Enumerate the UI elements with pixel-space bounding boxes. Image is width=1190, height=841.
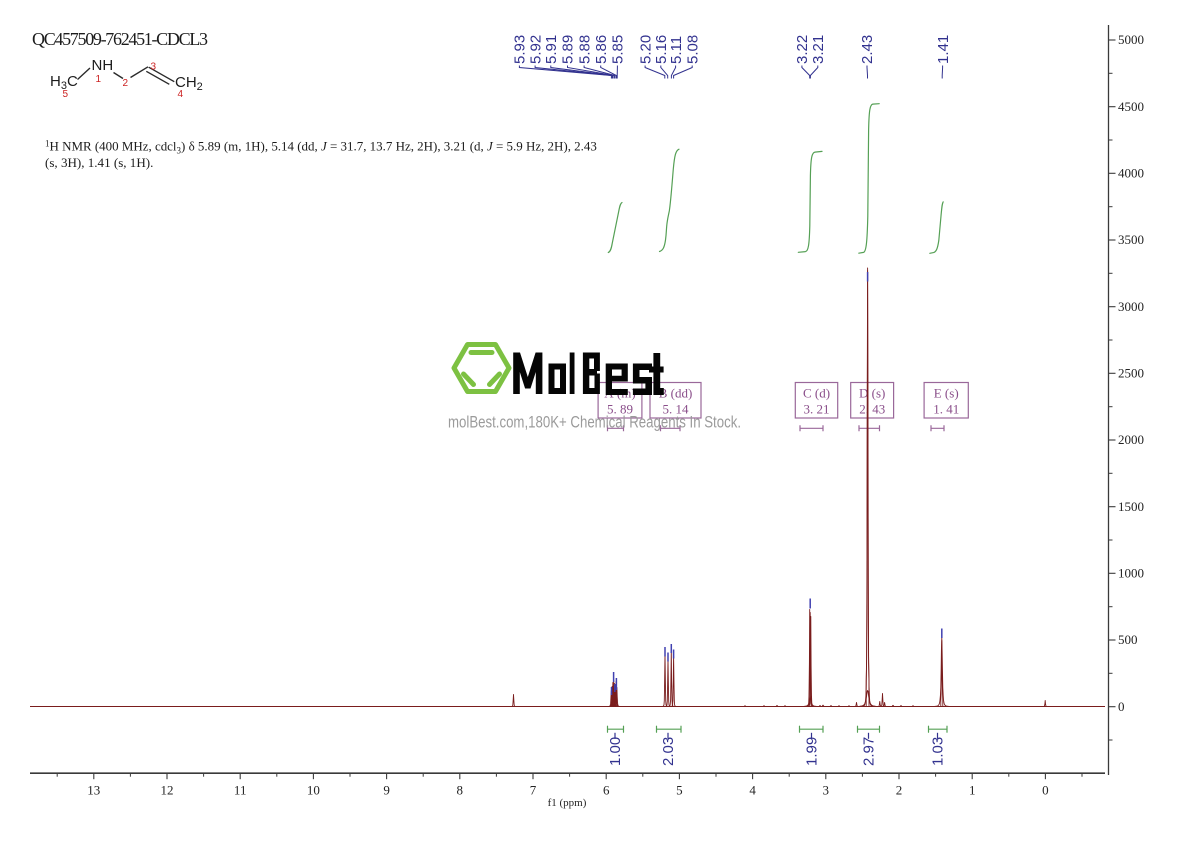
svg-text:1: 1 bbox=[969, 783, 976, 798]
svg-text:3.21: 3.21 bbox=[810, 35, 827, 64]
svg-text:7: 7 bbox=[530, 783, 537, 798]
svg-text:f1 (ppm): f1 (ppm) bbox=[548, 797, 587, 809]
svg-text:8: 8 bbox=[457, 783, 464, 798]
svg-text:5: 5 bbox=[676, 783, 683, 798]
svg-text:3500: 3500 bbox=[1118, 232, 1144, 247]
svg-text:2: 2 bbox=[896, 783, 903, 798]
svg-text:(s, 3H), 1.41 (s, 1H).: (s, 3H), 1.41 (s, 1H). bbox=[45, 155, 153, 170]
svg-text:2.97: 2.97 bbox=[861, 737, 878, 766]
svg-text:5.85: 5.85 bbox=[610, 35, 627, 64]
svg-text:5. 14: 5. 14 bbox=[663, 402, 690, 417]
svg-text:1. 41: 1. 41 bbox=[933, 402, 959, 417]
svg-text:6: 6 bbox=[603, 783, 610, 798]
svg-text:1.03: 1.03 bbox=[930, 737, 947, 766]
svg-text:5.93: 5.93 bbox=[512, 35, 529, 64]
svg-text:5.11: 5.11 bbox=[668, 36, 685, 64]
svg-text:5.16: 5.16 bbox=[653, 35, 670, 64]
svg-text:10: 10 bbox=[307, 783, 320, 798]
svg-text:3: 3 bbox=[151, 62, 157, 73]
svg-text:5.89: 5.89 bbox=[560, 35, 577, 64]
svg-text:3: 3 bbox=[823, 783, 830, 798]
svg-text:C (d): C (d) bbox=[803, 386, 830, 401]
svg-text:5000: 5000 bbox=[1118, 32, 1144, 47]
svg-text:11: 11 bbox=[234, 783, 247, 798]
svg-text:QC457509-762451-CDCL3: QC457509-762451-CDCL3 bbox=[32, 29, 208, 49]
svg-text:molBest.com,180K+ Chemical Rea: molBest.com,180K+ Chemical Reagents In S… bbox=[448, 413, 741, 432]
svg-text:1H NMR (400 MHz, cdcl3) δ 5.89: 1H NMR (400 MHz, cdcl3) δ 5.89 (m, 1H), … bbox=[45, 138, 597, 155]
svg-text:H3C: H3C bbox=[50, 73, 78, 92]
svg-text:E (s): E (s) bbox=[934, 386, 959, 401]
svg-text:9: 9 bbox=[383, 783, 390, 798]
svg-text:5.88: 5.88 bbox=[576, 35, 593, 64]
svg-text:1000: 1000 bbox=[1118, 566, 1144, 581]
svg-text:13: 13 bbox=[87, 783, 100, 798]
svg-text:12: 12 bbox=[161, 783, 174, 798]
svg-text:5.86: 5.86 bbox=[593, 35, 610, 64]
svg-text:2500: 2500 bbox=[1118, 366, 1144, 381]
svg-text:2000: 2000 bbox=[1118, 432, 1144, 447]
svg-text:0: 0 bbox=[1118, 699, 1125, 714]
svg-text:1: 1 bbox=[96, 74, 102, 85]
svg-text:5.08: 5.08 bbox=[684, 35, 701, 64]
svg-text:4500: 4500 bbox=[1118, 99, 1144, 114]
svg-text:5.91: 5.91 bbox=[543, 35, 560, 64]
svg-text:5.92: 5.92 bbox=[527, 35, 544, 64]
svg-text:B (dd): B (dd) bbox=[659, 386, 693, 401]
svg-text:CH2: CH2 bbox=[175, 74, 203, 93]
svg-text:5: 5 bbox=[63, 89, 69, 100]
svg-text:1.00: 1.00 bbox=[607, 737, 624, 766]
svg-text:2.03: 2.03 bbox=[660, 737, 677, 766]
svg-text:D (s): D (s) bbox=[859, 386, 885, 401]
svg-text:3.22: 3.22 bbox=[794, 35, 811, 64]
svg-text:3. 21: 3. 21 bbox=[804, 402, 830, 417]
svg-text:3000: 3000 bbox=[1118, 299, 1144, 314]
svg-text:4000: 4000 bbox=[1118, 166, 1144, 181]
svg-text:0: 0 bbox=[1042, 783, 1049, 798]
svg-text:1.99: 1.99 bbox=[804, 737, 821, 766]
svg-text:2. 43: 2. 43 bbox=[859, 402, 885, 417]
svg-text:500: 500 bbox=[1118, 632, 1138, 647]
svg-text:NH: NH bbox=[92, 57, 114, 74]
svg-text:1500: 1500 bbox=[1118, 499, 1144, 514]
svg-text:4: 4 bbox=[178, 89, 184, 100]
svg-text:5.20: 5.20 bbox=[637, 35, 654, 64]
svg-text:2.43: 2.43 bbox=[859, 35, 876, 64]
svg-text:1.41: 1.41 bbox=[935, 35, 952, 64]
svg-text:4: 4 bbox=[749, 783, 756, 798]
svg-text:5. 89: 5. 89 bbox=[607, 402, 633, 417]
svg-text:2: 2 bbox=[123, 78, 129, 89]
